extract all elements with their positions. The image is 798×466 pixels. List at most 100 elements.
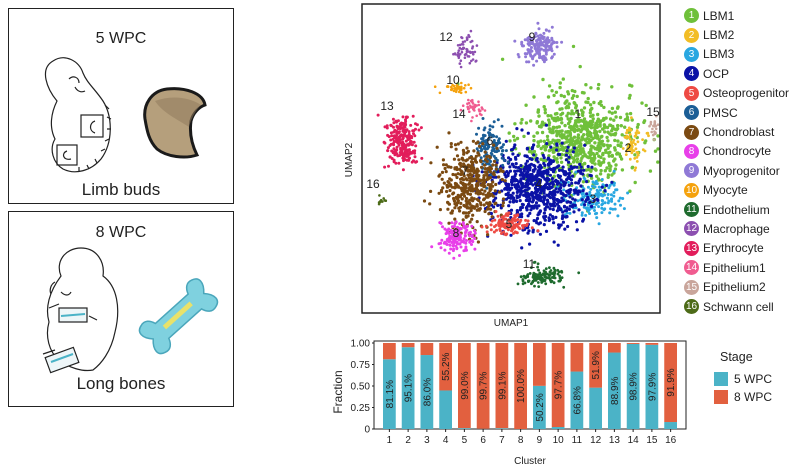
bar-ytick-label: 0.75	[351, 360, 371, 371]
bar-value-label: 81.1%	[385, 380, 396, 408]
embryo-5wpc-illustration	[44, 57, 207, 173]
bar-xtick-label: 10	[553, 435, 565, 446]
bar-8wpc-8	[514, 343, 527, 429]
panel-title-5wpc: 5 WPC	[95, 30, 147, 47]
umap-cluster-label: 8	[453, 226, 460, 240]
cluster-legend: 1 LBM1 2 LBM2 3 LBM3 4 OCP 5 Osteoprogenitor 6 PMSC…	[684, 6, 789, 316]
bar-xtick-label: 13	[609, 435, 621, 446]
legend-marker: 2	[684, 27, 699, 43]
legend-marker: 8	[684, 143, 699, 159]
bar-8wpc-2	[401, 343, 415, 348]
bar-xtick-label: 4	[443, 435, 449, 446]
legend-marker: 15	[684, 279, 699, 295]
umap-cluster-2-points	[621, 116, 650, 172]
bar-5wpc-11	[570, 371, 584, 429]
legend-item-lbm2: 2 LBM2	[684, 25, 789, 44]
bar-8wpc-9	[533, 343, 546, 386]
bar-8wpc-16	[664, 343, 677, 423]
bar-5wpc-1	[383, 359, 396, 429]
legend-marker: 13	[684, 240, 699, 256]
legend-item-schwann-cell: 16 Schwann cell	[684, 297, 789, 316]
legend-item-osteoprogenitor: 5 Osteoprogenitor	[684, 84, 789, 103]
umap-cluster-15-points	[648, 114, 660, 141]
legend-marker: 9	[684, 163, 699, 179]
bar-8wpc-11	[570, 343, 584, 372]
legend-label: Osteoprogenitor	[703, 86, 790, 101]
bar-8wpc-10	[551, 343, 565, 428]
bar-5wpc-2	[401, 347, 415, 429]
bar-8wpc-12	[589, 343, 602, 388]
legend-item-myoprogenitor: 9 Myoprogenitor	[684, 161, 789, 180]
bar-xtick-label: 7	[499, 435, 505, 446]
legend-marker: 16	[684, 299, 699, 315]
bar-xtick-label: 3	[424, 435, 430, 446]
stage-legend-label: 8 WPC	[734, 390, 773, 404]
limb-bud-panel: 5 WPC Limb buds	[8, 8, 234, 204]
umap-cluster-label: 11	[523, 257, 536, 271]
umap-cluster-label: 5	[506, 217, 513, 231]
legend-item-lbm3: 3 LBM3	[684, 45, 789, 64]
bar-8wpc-14	[626, 343, 640, 344]
bar-8wpc-15	[645, 343, 659, 345]
bar-8wpc-13	[608, 343, 621, 353]
umap-cluster-label: 6	[487, 134, 494, 148]
bar-xtick-label: 5	[462, 435, 468, 446]
bar-value-label: 99.0%	[460, 371, 471, 399]
limb-bud-shape-icon	[143, 87, 207, 159]
umap-ylabel: UMAP2	[344, 142, 355, 177]
embryo-8wpc-illustration	[42, 247, 219, 374]
legend-label: Chondrocyte	[703, 144, 772, 159]
umap-cluster-label: 13	[380, 99, 394, 113]
long-bone-panel: 8 WPC Long bones	[8, 211, 234, 407]
legend-marker: 11	[684, 202, 699, 218]
legend-item-macrophage: 12 Macrophage	[684, 219, 789, 238]
bar-5wpc-5	[458, 428, 471, 429]
stage-legend: Stage 5 WPC 8 WPC	[714, 350, 772, 406]
umap-point-cloud	[376, 21, 660, 289]
bar-xtick-label: 1	[387, 435, 393, 446]
panel-caption-limb-buds: Limb buds	[81, 180, 161, 199]
bar-5wpc-4	[439, 390, 452, 429]
umap-cluster-label: 12	[439, 30, 453, 44]
umap-cluster-9-points	[513, 21, 564, 67]
bar-8wpc-5	[458, 343, 471, 429]
umap-cluster-label: 7	[462, 164, 469, 178]
bar-8wpc-7	[495, 343, 509, 429]
umap-cluster-label: 15	[646, 105, 660, 119]
stage-fraction-chart: Fraction Cluster 0 0.25 0.50 0.75 1.00 81.1% 1…	[332, 339, 687, 466]
bar-5wpc-3	[420, 355, 434, 429]
bar-5wpc-16	[664, 422, 677, 429]
legend-item-erythrocyte: 13 Erythrocyte	[684, 239, 789, 258]
legend-label: LBM1	[703, 8, 735, 23]
legend-label: LBM2	[703, 28, 735, 43]
bar-ytick-label: 0.50	[351, 382, 371, 393]
umap-cluster-label: 14	[452, 107, 466, 121]
bar-xtick-label: 12	[590, 435, 602, 446]
umap-cluster-label: 3	[590, 192, 597, 206]
umap-cluster-7-points	[422, 131, 507, 244]
umap-cluster-label: 16	[366, 177, 380, 191]
legend-item-endothelium: 11 Endothelium	[684, 200, 789, 219]
bar-ytick-label: 0.25	[351, 403, 371, 414]
bar-5wpc-12	[589, 387, 602, 429]
legend-marker: 10	[684, 182, 699, 198]
legend-item-lbm1: 1 LBM1	[684, 6, 789, 25]
bar-value-label: 50.2%	[535, 393, 546, 421]
bar-value-label: 91.9%	[666, 368, 677, 396]
umap-cluster-label: 10	[446, 73, 460, 87]
stage-legend-item: 5 WPC	[714, 370, 772, 388]
umap-xlabel: UMAP1	[494, 318, 529, 329]
umap-cluster-5-points	[480, 210, 540, 237]
bar-5wpc-7	[495, 428, 509, 429]
bar-value-label: 55.2%	[441, 352, 452, 380]
legend-marker: 14	[684, 260, 699, 276]
bar-value-label: 66.8%	[572, 386, 583, 414]
bar-xtick-label: 2	[405, 435, 411, 446]
legend-item-pmsc: 6 PMSC	[684, 103, 789, 122]
umap-cluster-16-points	[377, 194, 388, 206]
legend-marker: 5	[684, 85, 699, 101]
bar-value-label: 99.1%	[497, 371, 508, 399]
bar-5wpc-13	[608, 352, 621, 429]
umap-cluster-14-points	[459, 98, 487, 123]
legend-label: Chondroblast	[703, 125, 775, 140]
